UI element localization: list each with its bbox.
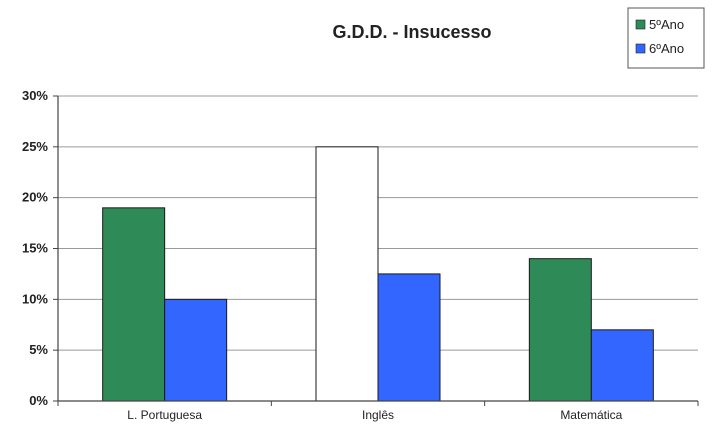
bar — [164, 298, 228, 402]
y-tick-label: 25% — [22, 139, 48, 154]
y-tick-label: 30% — [22, 88, 48, 103]
x-axis-categories: L. Portuguesa Inglês Matemática — [57, 401, 699, 422]
axes — [57, 96, 698, 402]
y-axis-ticks: 0% 5% 10% 15% 20% 25% 30% — [22, 88, 58, 408]
chart-title: G.D.D. - Insucesso — [332, 22, 491, 42]
bar — [528, 258, 592, 402]
legend-swatch — [635, 43, 646, 54]
y-tick-label: 10% — [22, 291, 48, 306]
y-tick-label: 20% — [22, 190, 48, 205]
legend-label: 5ºAno — [649, 17, 684, 32]
bar — [590, 329, 654, 402]
x-category-label: L. Portuguesa — [127, 408, 202, 422]
bar — [377, 273, 441, 402]
y-tick-label: 5% — [29, 342, 48, 357]
legend-swatch — [635, 19, 646, 30]
y-tick-label: 15% — [22, 241, 48, 256]
x-category-label: Matemática — [560, 408, 622, 422]
legend-box — [627, 7, 705, 69]
bars — [102, 146, 654, 402]
y-tick-label: 0% — [29, 393, 48, 408]
x-category-label: Inglês — [362, 408, 394, 422]
legend: 5ºAno 6ºAno — [627, 7, 705, 69]
legend-label: 6ºAno — [649, 41, 684, 56]
bar — [315, 146, 379, 402]
bar — [102, 207, 166, 402]
